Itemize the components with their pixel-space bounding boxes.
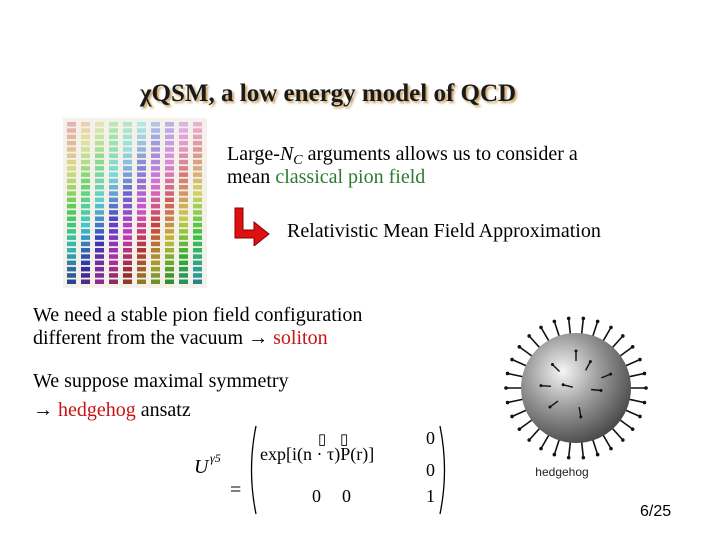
page-number: 6/25 (640, 503, 672, 520)
hedgehog-label: hedgehog (535, 465, 588, 479)
text-c-subscript: C (293, 153, 303, 168)
formula-box-1: ▯ (318, 432, 326, 448)
hedgehog-sphere (521, 333, 631, 443)
formula-row1-right: 0 (426, 428, 435, 448)
color-palette-image (63, 118, 207, 288)
slide-title: χQSM, a low energy model of QCD (140, 80, 517, 107)
text-n: N (279, 143, 294, 165)
text-large: Large- (227, 143, 280, 165)
text-ansatz: ansatz (135, 399, 191, 421)
text-soliton: soliton (273, 327, 328, 349)
large-nc-line-2: mean classical pion field (227, 166, 425, 189)
formula-row3-right: 1 (426, 486, 435, 506)
rmfa-text: Relativistic Mean Field Approximation (287, 220, 601, 242)
text-mean: mean (227, 166, 276, 188)
formula-box-2: ▯ (340, 432, 348, 448)
hedgehog-illustration: hedgehog (504, 316, 648, 479)
hedgehog-line-2: → hedgehog ansatz (33, 399, 191, 422)
formula-row3-left: 0 (312, 486, 321, 506)
formula-equals: = (230, 479, 241, 501)
formula-row1-main: exp[i(n · τ)P(r)] (260, 444, 374, 465)
text-arguments: arguments allows us to consider a (302, 143, 578, 165)
soliton-line-2: different from the vacuum → soliton (33, 327, 328, 350)
hedgehog-formula: U γ5 = ▯ ▯ exp[i(n · τ)P(r)] 0 0 0 0 1 (194, 425, 446, 515)
text-different-from-vacuum: different from the vacuum → (33, 327, 274, 349)
bent-arrow-icon (234, 207, 270, 246)
large-nc-line-1: Large-NC arguments allows us to consider… (227, 143, 578, 172)
text-classical-pion-field: classical pion field (275, 166, 426, 188)
text-arrow: → (33, 399, 58, 421)
formula-u: U (194, 456, 210, 478)
formula-gamma5: γ5 (210, 451, 221, 465)
hedgehog-line-1: We suppose maximal symmetry (33, 370, 289, 392)
formula-row2-right: 0 (426, 460, 435, 480)
formula-row3-mid: 0 (342, 486, 351, 506)
formula-left-paren (250, 425, 257, 515)
text-hedgehog: hedgehog (58, 399, 136, 421)
soliton-line-1: We need a stable pion field configuratio… (33, 304, 363, 326)
hedgehog-inner-arrows (539, 349, 613, 419)
formula-right-paren (439, 425, 446, 515)
